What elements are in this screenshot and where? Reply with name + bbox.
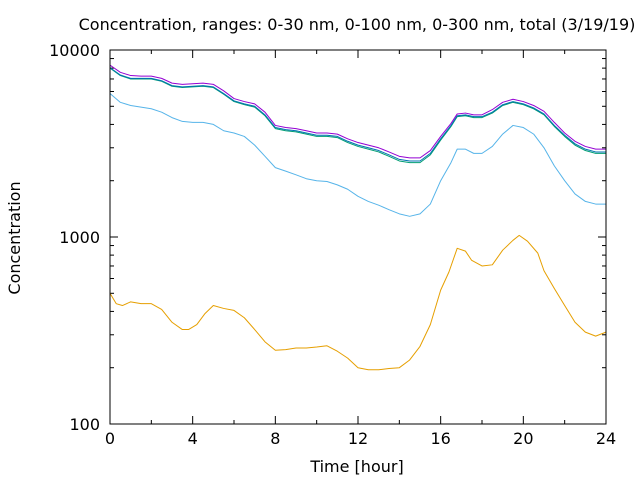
x-tick-label: 20 xyxy=(513,429,533,448)
series-line-2 xyxy=(109,93,606,217)
axis-ticks: 0 4 8 12 16 20 24 100 1000 10000 xyxy=(49,41,616,448)
plot-frame xyxy=(109,49,607,425)
series-group xyxy=(109,64,607,371)
series-line-4 xyxy=(109,67,606,162)
x-tick-label: 24 xyxy=(596,429,616,448)
y-tick-label: 100 xyxy=(69,415,100,434)
x-tick-label: 0 xyxy=(105,429,115,448)
x-tick-label: 12 xyxy=(348,429,368,448)
y-tick-label: 10000 xyxy=(49,41,100,60)
series-line-1 xyxy=(109,234,607,371)
chart-title: Concentration, ranges: 0-30 nm, 0-100 nm… xyxy=(79,15,636,34)
x-tick-label: 8 xyxy=(270,429,280,448)
y-axis-label: Concentration xyxy=(5,181,24,294)
x-tick-label: 16 xyxy=(430,429,450,448)
series-line-3 xyxy=(109,67,606,164)
x-tick-label: 4 xyxy=(188,429,198,448)
y-tick-label: 1000 xyxy=(59,228,100,247)
x-axis-label: Time [hour] xyxy=(309,457,403,476)
series-line-5 xyxy=(109,64,606,159)
